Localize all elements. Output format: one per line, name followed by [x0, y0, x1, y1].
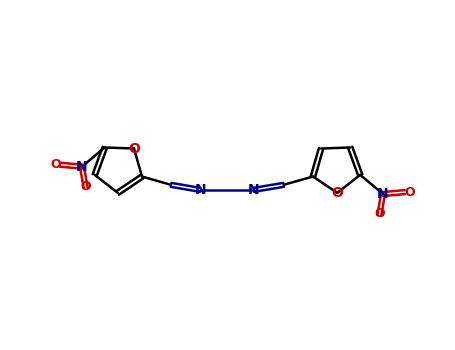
Text: N: N: [377, 187, 389, 201]
Text: O: O: [374, 207, 384, 220]
Text: N: N: [194, 183, 206, 197]
Text: N: N: [248, 183, 260, 197]
Text: O: O: [81, 180, 91, 193]
Text: O: O: [51, 158, 61, 171]
Text: O: O: [128, 141, 140, 155]
Text: N: N: [76, 160, 88, 174]
Text: O: O: [404, 186, 415, 198]
Text: O: O: [331, 186, 343, 200]
